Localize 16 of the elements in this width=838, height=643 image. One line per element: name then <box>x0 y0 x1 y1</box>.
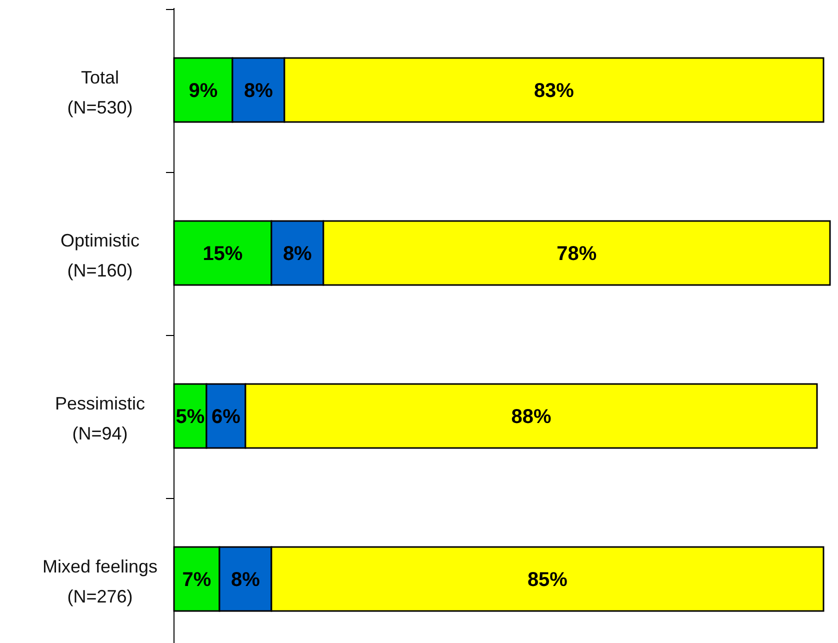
data-label: 7% <box>182 569 212 591</box>
y-tick-label: Optimistic (N=160) <box>60 230 140 280</box>
data-label: 8% <box>244 80 274 102</box>
data-label: 85% <box>527 569 568 591</box>
data-label: 8% <box>230 569 260 591</box>
y-tick-label: Pessimistic (N=94) <box>54 394 146 444</box>
data-label: 83% <box>534 80 574 102</box>
data-label: 8% <box>282 243 312 265</box>
data-label: 78% <box>556 243 597 265</box>
y-tick-label: Mixed feelings (N=276) <box>42 556 158 606</box>
data-label: 88% <box>511 406 552 428</box>
data-label: 6% <box>212 406 241 428</box>
data-label: 9% <box>188 80 218 102</box>
data-label: 15% <box>202 243 243 265</box>
data-label: 5% <box>176 406 205 428</box>
y-tick-label: Total (N=530) <box>67 68 133 118</box>
